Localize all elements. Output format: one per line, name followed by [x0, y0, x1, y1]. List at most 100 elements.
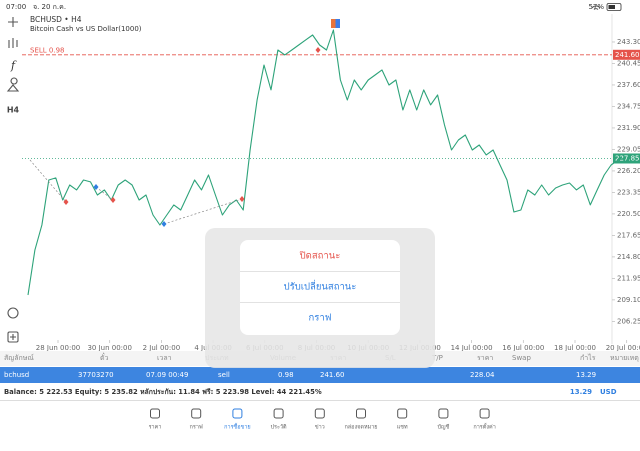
tab-icon[interactable] [232, 408, 243, 419]
y-tick-label: 237.60 [617, 81, 640, 89]
indicator-tool[interactable] [8, 38, 18, 48]
tab-icon[interactable] [273, 408, 284, 419]
tab-label[interactable]: การซื้อขาย [224, 423, 250, 431]
battery-level [608, 5, 615, 9]
tab-label[interactable]: การตั้งค่า [473, 423, 495, 431]
trade-link [29, 159, 243, 225]
table-header-cell: สัญลักษณ์ [4, 354, 34, 362]
timeframe-button[interactable]: H4 [7, 106, 20, 115]
chart-title: BCHUSD • H4 [30, 15, 82, 24]
y-tick-label: 214.80 [617, 253, 640, 261]
tab-icon[interactable] [479, 408, 490, 419]
y-tick-label: 217.65 [617, 231, 640, 239]
left-toolbar: f H4 [6, 17, 20, 343]
table-row: bchusd 37703270 07.09 00:49 sell 0.98 241.60 2… [4, 371, 596, 379]
tab-label[interactable]: ประวัติ [271, 424, 287, 431]
shapes-tool[interactable] [6, 77, 20, 92]
table-header-cell: ตั๋ว [100, 353, 109, 362]
tab-icon[interactable] [356, 408, 366, 419]
tab-icon[interactable] [150, 408, 160, 419]
table-cell: sell [218, 371, 230, 379]
status-time: 07:00 [6, 3, 26, 11]
menu-chart[interactable]: กราฟ [309, 313, 332, 324]
price-badge-label: 227.85 [615, 154, 640, 162]
chart-subtitle: Bitcoin Cash vs US Dollar(1000) [30, 25, 142, 33]
price-badge [613, 49, 640, 60]
x-tick-label: 18 Jul 00:00 [554, 344, 596, 352]
y-tick-label: 231.90 [617, 124, 640, 132]
menu-modify-position[interactable]: ปรับเปลี่ยนสถานะ [284, 280, 357, 293]
tab-label[interactable]: ราคา [149, 425, 162, 431]
table-header-cell: กำไร [580, 353, 596, 362]
profit-total: 13.29 [570, 388, 592, 396]
table-header-cell: เวลา [157, 354, 172, 362]
position-row[interactable] [0, 367, 640, 383]
tab-label[interactable]: แชท [397, 424, 408, 431]
price-badge-label: 241.60 [615, 51, 640, 59]
trade-marker [63, 199, 69, 205]
status-date: จ. 20 ก.ค. [33, 3, 66, 11]
trade-marker [239, 196, 245, 202]
status-battery: 57% [588, 3, 604, 11]
wifi-icon [591, 5, 601, 10]
tab-label[interactable]: กล่องจดหมาย [344, 425, 377, 431]
new-order-button[interactable] [7, 331, 19, 343]
y-tick-label: 234.75 [617, 102, 640, 110]
tab-bar: ราคา กราฟ การซื้อขาย ประวัติ ข่าว กล่องจดหมาย… [149, 408, 496, 431]
price-line-name: SELL 0.98 [30, 46, 64, 54]
y-tick-label: 220.50 [617, 210, 640, 218]
x-tick-label: 28 Jun 00:00 [36, 344, 80, 352]
y-tick-label: 226.20 [617, 167, 640, 175]
one-click-icon-half [335, 19, 340, 28]
tab-icon[interactable] [314, 408, 325, 419]
table-header-cell: ราคา [477, 354, 493, 362]
x-tick-label: 30 Jun 00:00 [87, 344, 131, 352]
trade-marker [315, 47, 321, 53]
table-cell: 228.04 [470, 371, 495, 379]
context-menu-layer: ปิดสถานะ ปรับเปลี่ยนสถานะ กราฟ [205, 228, 435, 368]
x-tick-label: 2 Jul 00:00 [143, 344, 181, 352]
crosshair-tool[interactable] [8, 17, 18, 27]
x-tick-label: 16 Jul 00:00 [502, 344, 544, 352]
table-cell: 37703270 [78, 371, 114, 379]
tab-label[interactable]: บัญชี [437, 424, 449, 431]
tab-icon[interactable] [438, 408, 449, 419]
tab-icon[interactable] [397, 408, 408, 419]
trade-markers [29, 47, 321, 227]
table-header-cell: T/P [431, 354, 443, 362]
function-tool[interactable]: f [10, 59, 17, 72]
x-tick-label: 20 Jul 00:00 [606, 344, 640, 352]
table-cell: 07.09 00:49 [146, 371, 188, 379]
battery-icon [606, 3, 622, 11]
context-menu [240, 240, 400, 335]
tab-icon[interactable] [191, 408, 202, 419]
x-tick-label: 14 Jul 00:00 [451, 344, 493, 352]
menu-close-position[interactable]: ปิดสถานะ [299, 251, 341, 262]
y-tick-label: 243.30 [617, 38, 640, 46]
tab-label[interactable]: กราฟ [190, 424, 203, 431]
trade-marker [161, 221, 167, 227]
plus-icon [10, 334, 16, 340]
y-tick-label: 229.05 [617, 145, 640, 153]
balance-summary: Balance: 5 222.53 Equity: 5 235.82 หลักป… [4, 388, 322, 396]
table-cell: 13.29 [576, 371, 596, 379]
signals-button[interactable] [7, 307, 19, 319]
tab-label[interactable]: ข่าว [315, 425, 325, 431]
table-header-cell: หมายเหตุ [610, 354, 639, 362]
y-tick-label: 240.45 [617, 59, 640, 67]
price-line-series [27, 29, 626, 296]
y-tick-label: 223.35 [617, 188, 640, 196]
trade-marker [93, 184, 99, 190]
y-tick-label: 206.25 [617, 317, 640, 325]
table-header-cell: Swap [512, 354, 531, 362]
y-tick-label: 209.10 [617, 296, 640, 304]
table-cell: 241.60 [320, 371, 345, 379]
y-tick-label: 211.95 [617, 274, 640, 282]
trade-marker [110, 197, 116, 203]
currency: USD [600, 388, 617, 396]
table-cell: 0.98 [278, 371, 294, 379]
price-badge [613, 153, 640, 164]
table-cell: bchusd [4, 371, 29, 379]
